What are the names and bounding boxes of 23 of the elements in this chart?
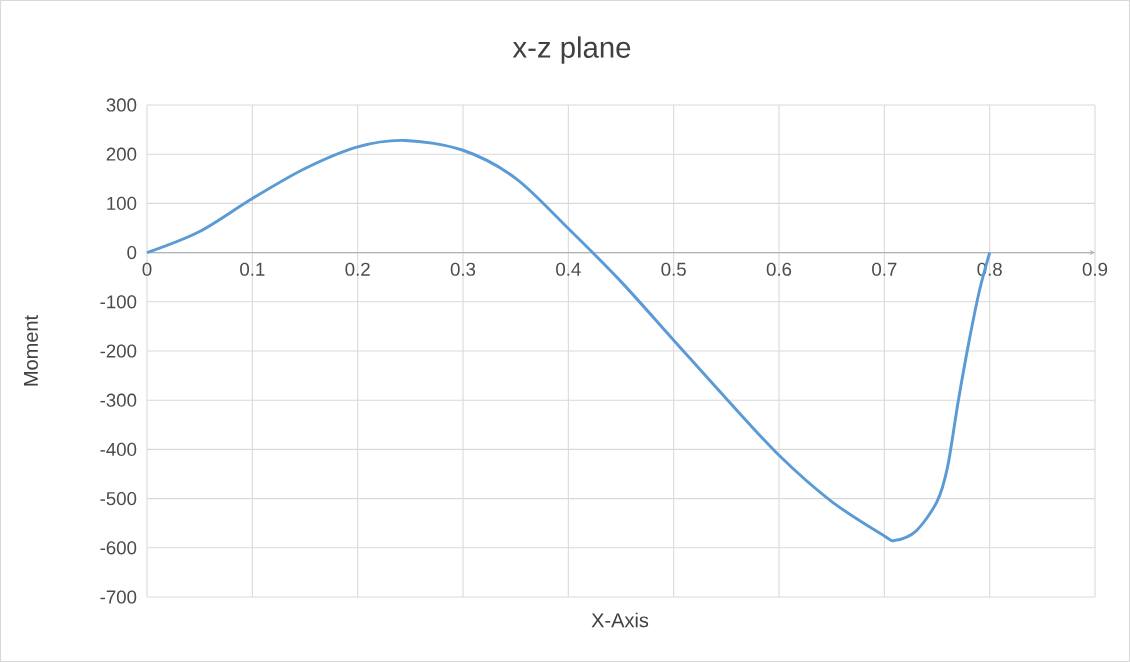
x-tick-label: 0 [142,262,152,276]
x-tick-label: 0.6 [766,262,792,276]
x-tick-label: 0.3 [450,262,476,276]
y-tick-label: -500 [100,491,137,506]
x-tick-label: 0.9 [1082,262,1108,276]
x-tick-label: 0.2 [345,262,370,276]
x-axis-title: X-Axis [591,612,649,628]
y-tick-label: -600 [100,541,137,555]
y-tick-label: -100 [100,295,137,309]
x-tick-label: 0.4 [556,262,581,276]
x-tick-label: 0.5 [661,262,686,276]
y-tick-label: -200 [100,344,137,358]
y-tick-label: 0 [127,245,137,260]
y-tick-label: -700 [100,590,137,604]
y-tick-label: -300 [100,393,137,407]
chart-title: x-z plane [512,36,631,64]
y-tick-label: 300 [106,98,137,112]
x-tick-label: 0.7 [872,262,897,276]
y-tick-label: 100 [107,196,137,211]
y-axis-title: Moment [24,315,38,386]
y-tick-label: 200 [106,147,137,161]
x-tick-label: 0.1 [240,262,265,276]
y-tick-label: -400 [100,442,137,457]
